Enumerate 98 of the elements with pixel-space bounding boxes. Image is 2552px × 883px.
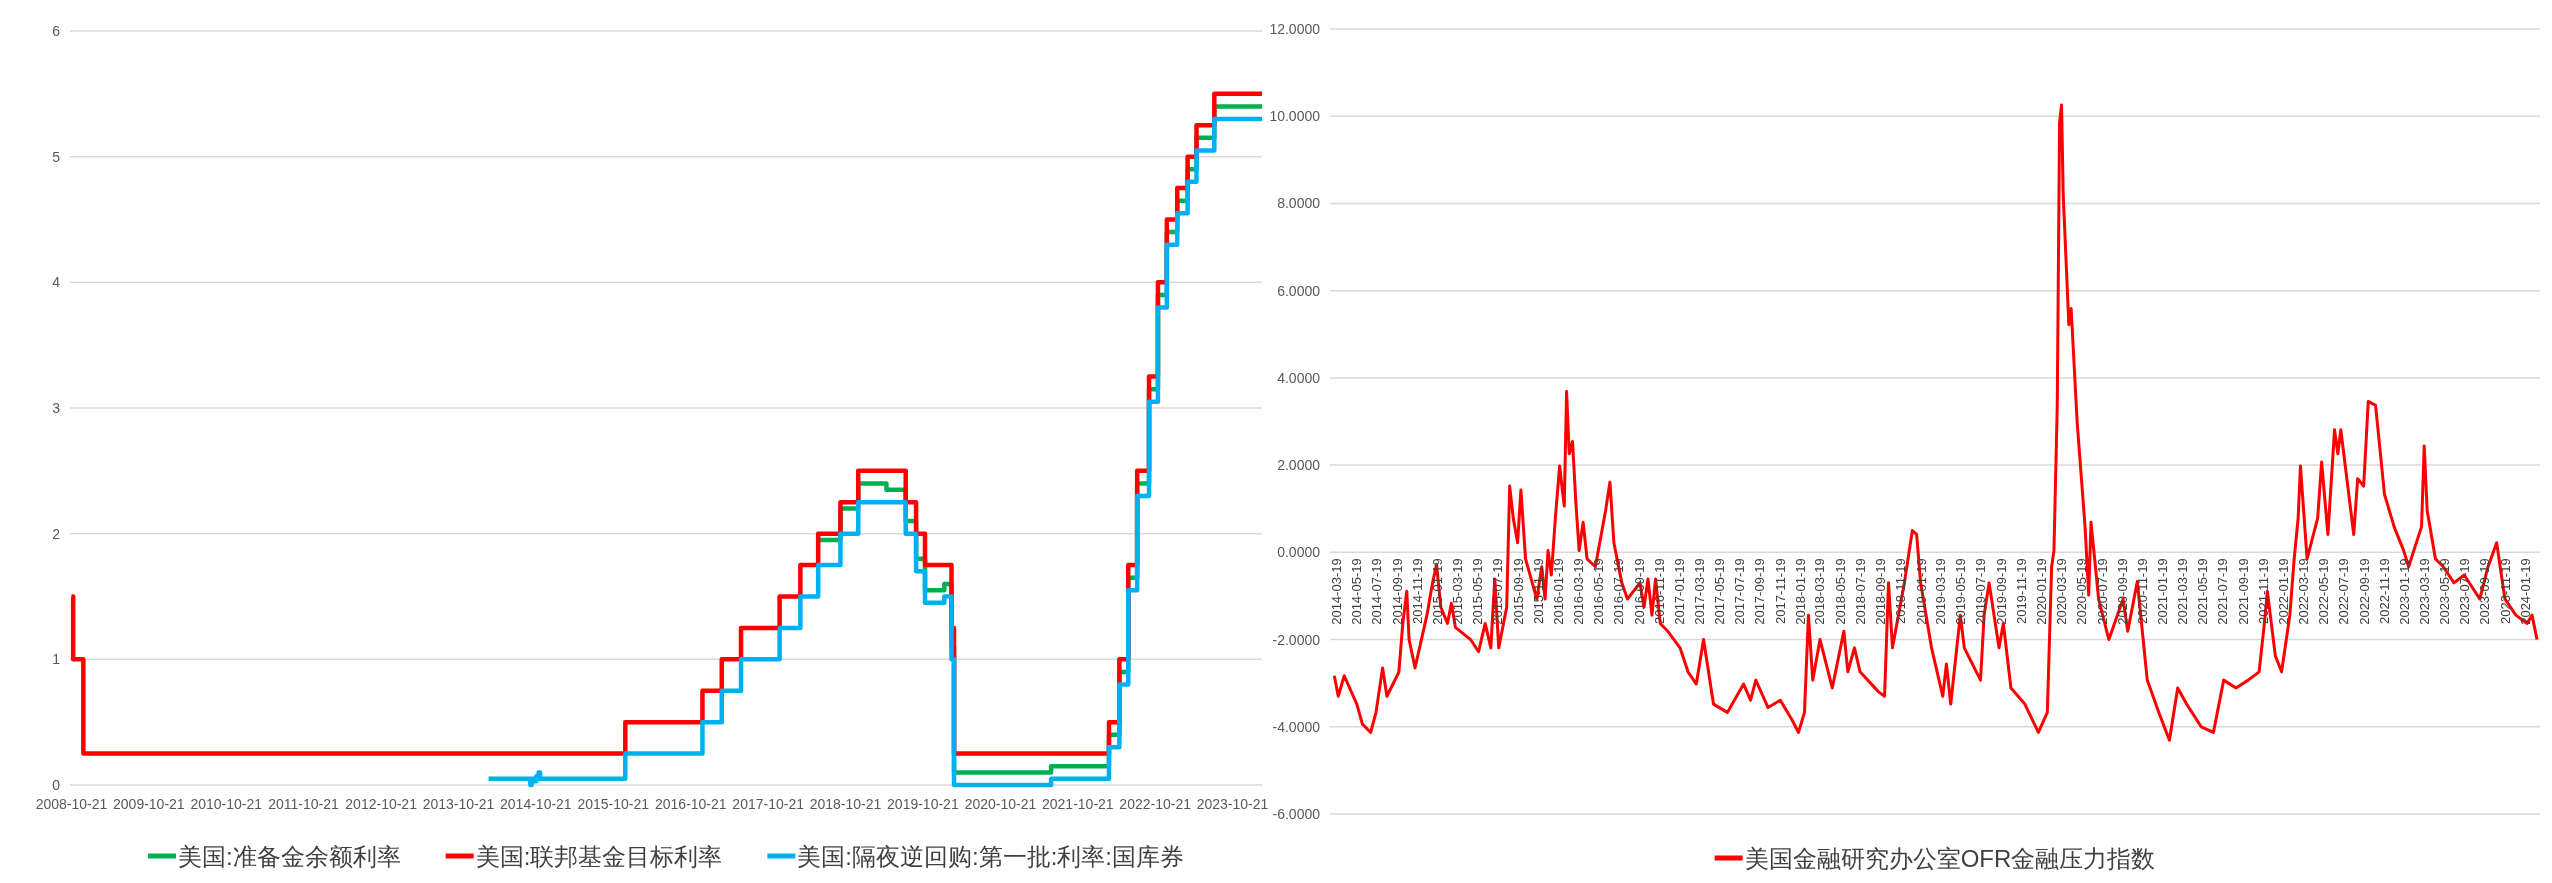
x-tick-label: 2016-10-21: [654, 796, 727, 812]
x-tick-label: 2021-05-19: [2195, 558, 2211, 625]
x-tick-label: 2013-10-21: [422, 796, 495, 812]
x-tick-label: 2023-07-19: [2456, 558, 2472, 625]
x-tick-label: 2018-01-19: [1792, 558, 1808, 625]
x-tick-label: 2016-07-19: [1611, 558, 1627, 625]
x-tick-label: 2015-03-19: [1449, 558, 1465, 625]
x-tick-label: 2020-11-19: [2135, 558, 2151, 624]
x-tick-label: 2008-10-21: [35, 796, 108, 812]
x-tick-label: 2014-03-19: [1328, 558, 1344, 625]
x-tick-label: 2014-05-19: [1349, 558, 1365, 625]
x-tick-label: 2017-01-19: [1672, 558, 1688, 625]
y-tick-label: 2.0000: [1277, 457, 1321, 474]
x-tick-label: 2022-03-19: [2295, 558, 2311, 625]
x-tick-label: 2018-07-19: [1852, 558, 1868, 625]
x-tick-label: 2020-07-19: [2094, 558, 2110, 625]
legend-label: 美国:隔夜逆回购:第一批:利率:国库券: [797, 843, 1185, 870]
x-tick-label: 2018-05-19: [1832, 558, 1848, 625]
legend-label: 美国金融研究办公室OFR金融压力指数: [1744, 845, 2156, 872]
x-tick-label: 2014-11-19: [1410, 558, 1426, 624]
x-tick-label: 2017-10-21: [732, 796, 805, 812]
x-tick-label: 2016-11-19: [1651, 558, 1667, 624]
x-tick-label: 2017-09-19: [1752, 558, 1768, 625]
y-tick-label: 10.0000: [1269, 108, 1321, 125]
x-tick-label: 2023-05-19: [2436, 558, 2452, 625]
x-tick-label: 2010-10-21: [190, 796, 263, 812]
x-tick-label: 2020-09-19: [2115, 558, 2131, 625]
y-tick-label: -4.0000: [1272, 718, 1321, 735]
x-tick-label: 2019-10-21: [887, 796, 959, 812]
x-tick-label: 2016-01-19: [1550, 558, 1566, 625]
x-tick-label: 2020-01-19: [2034, 558, 2050, 625]
x-tick-label: 2016-05-19: [1591, 558, 1607, 625]
x-tick-label: 2017-11-19: [1772, 558, 1788, 624]
x-tick-label: 2014-07-19: [1369, 558, 1385, 625]
y-tick-label: 0: [52, 777, 61, 793]
y-tick-label: 4.0000: [1277, 369, 1321, 386]
y-tick-label: 6.0000: [1277, 282, 1321, 299]
x-tick-label: 2018-09-19: [1873, 558, 1889, 625]
x-tick-label: 2012-10-21: [345, 796, 418, 812]
y-tick-label: 2: [52, 525, 61, 542]
x-tick-label: 2019-09-19: [1994, 558, 2010, 625]
x-tick-label: 2019-05-19: [1953, 558, 1969, 625]
x-tick-label: 2020-03-19: [2054, 558, 2070, 625]
line-series: [1332, 103, 2539, 742]
x-tick-label: 2020-05-19: [2074, 558, 2090, 625]
x-tick-label: 2022-10-21: [1119, 796, 1192, 812]
y-tick-label: 3: [52, 400, 61, 416]
y-tick-label: 6: [52, 23, 61, 39]
x-tick-label: 2020-10-21: [964, 796, 1037, 812]
x-tick-label: 2017-07-19: [1731, 558, 1747, 625]
x-tick-label: 2023-03-19: [2416, 558, 2432, 625]
y-tick-label: 8.0000: [1277, 195, 1321, 212]
x-tick-label: 2016-09-19: [1631, 558, 1647, 625]
x-tick-label: 2022-07-19: [2336, 558, 2352, 625]
x-tick-label: 2024-01-19: [2517, 558, 2533, 625]
x-tick-label: 2014-09-19: [1389, 558, 1405, 625]
x-tick-label: 2018-11-19: [1893, 558, 1909, 624]
x-tick-label: 2015-01-19: [1430, 558, 1446, 625]
y-tick-label: -6.0000: [1272, 806, 1321, 822]
x-tick-label: 2018-03-19: [1812, 558, 1828, 625]
x-tick-label: 2019-07-19: [1973, 558, 1989, 625]
y-tick-label: 0.0000: [1277, 544, 1321, 561]
x-tick-label: 2022-11-19: [2376, 558, 2392, 624]
x-tick-label: 2022-05-19: [2315, 558, 2331, 625]
legend-label: 美国:准备金余额利率: [177, 843, 401, 870]
x-tick-label: 2016-03-19: [1570, 558, 1586, 625]
x-tick-label: 2015-07-19: [1490, 558, 1506, 625]
x-tick-label: 2014-10-21: [500, 796, 572, 812]
y-tick-label: 4: [52, 274, 61, 291]
x-tick-label: 2021-09-19: [2235, 558, 2251, 625]
x-tick-label: 2021-10-21: [1042, 796, 1114, 812]
x-tick-label: 2019-03-19: [1933, 558, 1949, 625]
y-tick-label: 1: [52, 651, 61, 668]
y-tick-label: 12.0000: [1269, 21, 1321, 37]
x-tick-label: 2015-05-19: [1469, 558, 1485, 625]
x-tick-label: 2023-01-19: [2397, 558, 2413, 625]
x-tick-label: 2015-11-19: [1530, 558, 1546, 624]
x-tick-label: 2021-11-19: [2256, 558, 2272, 624]
x-tick-label: 2009-10-21: [113, 796, 185, 812]
x-tick-label: 2021-07-19: [2215, 558, 2231, 625]
y-tick-label: -2.0000: [1272, 631, 1321, 648]
x-tick-label: 2022-09-19: [2356, 558, 2372, 625]
x-tick-label: 2023-09-19: [2477, 558, 2493, 625]
x-tick-label: 2019-01-19: [1913, 558, 1929, 625]
x-tick-label: 2015-10-21: [577, 796, 650, 812]
x-tick-label: 2017-05-19: [1711, 558, 1727, 625]
x-tick-label: 2022-01-19: [2276, 558, 2292, 625]
x-tick-label: 2019-11-19: [2014, 558, 2030, 624]
x-tick-label: 2015-09-19: [1510, 558, 1526, 625]
x-tick-label: 2018-10-21: [809, 796, 882, 812]
x-tick-label: 2017-03-19: [1691, 558, 1707, 625]
legend-label: 美国:联邦基金目标利率: [475, 843, 723, 870]
y-tick-label: 5: [52, 148, 61, 165]
x-tick-label: 2021-01-19: [2155, 558, 2171, 625]
x-tick-label: 2023-11-19: [2497, 558, 2513, 624]
x-tick-label: 2021-03-19: [2175, 558, 2190, 625]
x-tick-label: 2023-10-21: [1196, 796, 1269, 812]
x-tick-label: 2011-10-21: [268, 796, 340, 812]
